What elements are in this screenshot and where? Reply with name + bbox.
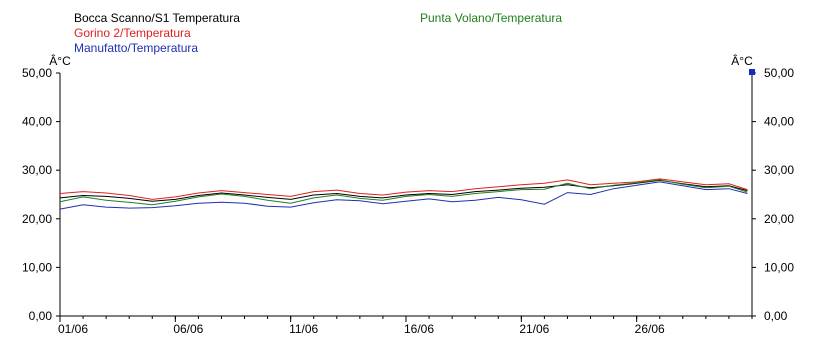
x-tick-label: 26/06 xyxy=(635,322,665,336)
series-line-2 xyxy=(59,181,748,210)
y-tick-label-left: 40,00 xyxy=(22,115,52,129)
y-tick-label-right: 30,00 xyxy=(764,163,794,177)
y-tick-label-right: 50,00 xyxy=(764,66,794,80)
x-tick-label: 16/06 xyxy=(404,322,434,336)
legend-manufatto[interactable]: Manufatto/Temperatura xyxy=(74,41,199,55)
x-tick-label: 21/06 xyxy=(519,322,549,336)
x-tick-label: 01/06 xyxy=(58,322,88,336)
y-unit-left: Â°C xyxy=(49,53,71,68)
series-line-3 xyxy=(59,179,748,206)
y-tick-label-left: 20,00 xyxy=(22,212,52,226)
x-tick-label: 11/06 xyxy=(289,322,318,336)
y-tick-label-left: 10,00 xyxy=(22,260,52,274)
y-tick-label-left: 0,00 xyxy=(29,309,53,323)
y-tick-label-left: 50,00 xyxy=(22,66,52,80)
legend-punta-volano[interactable]: Punta Volano/Temperatura xyxy=(420,11,563,25)
legend-gorino-2[interactable]: Gorino 2/Temperatura xyxy=(74,26,191,40)
y-unit-right: Â°C xyxy=(731,53,753,68)
cursor-marker xyxy=(749,69,755,75)
y-tick-label-right: 40,00 xyxy=(764,115,794,129)
y-tick-label-left: 30,00 xyxy=(22,163,52,177)
y-tick-label-right: 20,00 xyxy=(764,212,794,226)
legend-bocca-scanno[interactable]: Bocca Scanno/S1 Temperatura xyxy=(74,11,240,25)
series-line-1 xyxy=(59,178,748,200)
y-tick-label-right: 10,00 xyxy=(764,260,794,274)
x-tick-label: 06/06 xyxy=(173,322,203,336)
y-tick-label-right: 0,00 xyxy=(764,309,788,323)
